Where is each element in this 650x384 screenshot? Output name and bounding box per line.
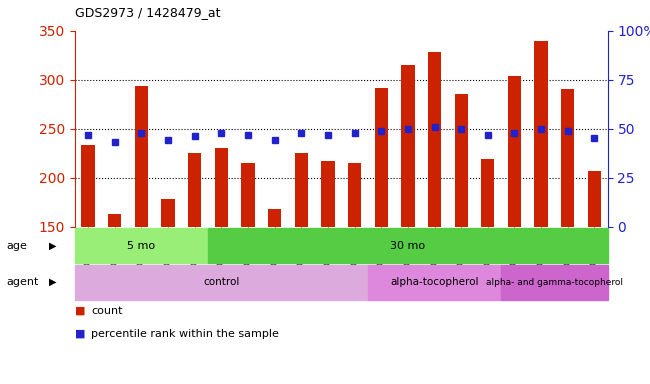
Bar [294, 153, 308, 227]
Text: count: count [91, 306, 122, 316]
Bar [348, 163, 361, 227]
Bar [368, 265, 501, 300]
Text: agent: agent [6, 277, 39, 287]
Bar [454, 94, 468, 227]
Text: ▶: ▶ [49, 241, 57, 251]
Text: ■: ■ [75, 306, 85, 316]
Text: alpha- and gamma-tocopherol: alpha- and gamma-tocopherol [486, 278, 623, 287]
Bar [135, 86, 148, 227]
Bar [208, 228, 608, 263]
Text: 30 mo: 30 mo [390, 241, 426, 251]
Text: age: age [6, 241, 27, 251]
Bar [534, 41, 548, 227]
Bar [501, 265, 608, 300]
Bar [75, 228, 208, 263]
Bar [214, 148, 228, 227]
Text: GDS2973 / 1428479_at: GDS2973 / 1428479_at [75, 6, 220, 19]
Bar [75, 265, 368, 300]
Bar [588, 171, 601, 227]
Bar [321, 161, 335, 227]
Bar [374, 88, 388, 227]
Text: ■: ■ [75, 329, 85, 339]
Bar [481, 159, 495, 227]
Text: ▶: ▶ [49, 277, 57, 287]
Text: percentile rank within the sample: percentile rank within the sample [91, 329, 279, 339]
Bar [161, 199, 175, 227]
Bar [108, 214, 122, 227]
Bar [81, 145, 95, 227]
Bar [508, 76, 521, 227]
Bar [401, 65, 415, 227]
Bar [241, 163, 255, 227]
Text: 5 mo: 5 mo [127, 241, 155, 251]
Text: control: control [203, 277, 239, 287]
Text: alpha-tocopherol: alpha-tocopherol [390, 277, 479, 287]
Bar [561, 89, 575, 227]
Bar [268, 209, 281, 227]
Bar [428, 52, 441, 227]
Bar [188, 153, 202, 227]
